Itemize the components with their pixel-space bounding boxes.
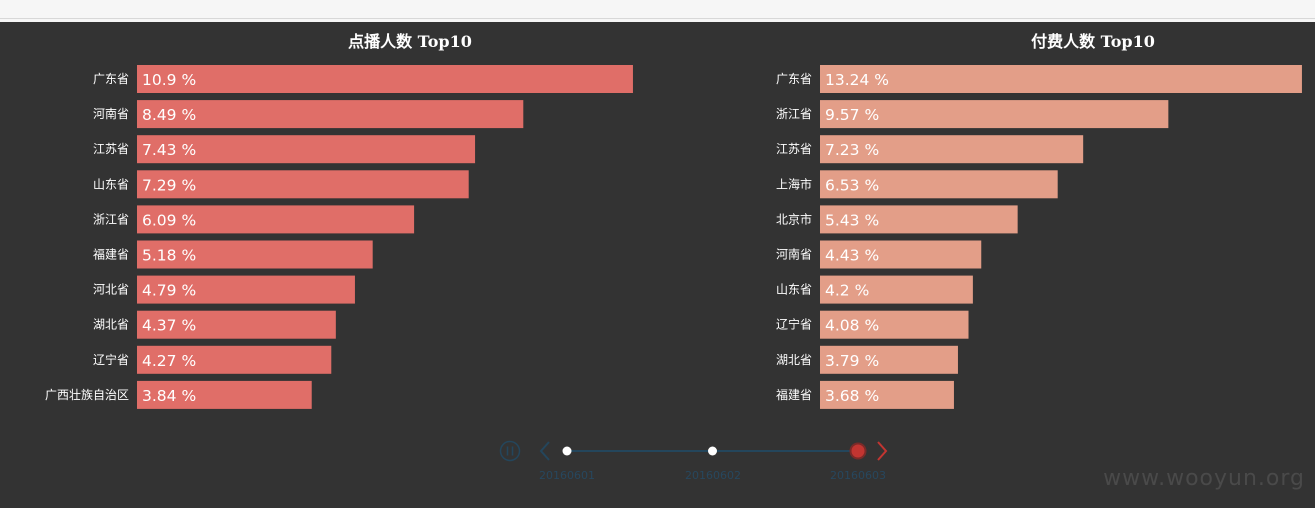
timeline-date-2[interactable]: 20160602 bbox=[685, 469, 741, 482]
plays-category-label: 广东省 bbox=[93, 72, 129, 86]
plays-bar-group[interactable]: 广西壮族自治区 3.84 % bbox=[45, 380, 312, 409]
paid-bar-group[interactable]: 江苏省 7.23 % bbox=[776, 135, 1084, 164]
browser-top-strip bbox=[0, 0, 1315, 19]
plays-bar[interactable] bbox=[137, 240, 373, 269]
plays-bar-group[interactable]: 河南省 8.49 % bbox=[93, 100, 524, 129]
plays-bar[interactable] bbox=[137, 275, 355, 304]
plays-category-label: 湖北省 bbox=[93, 317, 129, 332]
paid-value-label: 4.43 % bbox=[825, 247, 879, 265]
paid-bar-group[interactable]: 北京市 5.43 % bbox=[776, 205, 1018, 234]
plays-bar-group[interactable]: 河北省 4.79 % bbox=[93, 275, 355, 304]
paid-category-label: 北京市 bbox=[776, 211, 812, 226]
plays-bar-chart: 广东省 10.9 % 河南省 8.49 % 江苏省 7.43 % 山东省 7.29 % 浙江省 6… bbox=[45, 65, 633, 409]
plays-category-label: 浙江省 bbox=[93, 212, 129, 226]
plays-value-label: 3.84 % bbox=[142, 387, 196, 405]
plays-bar-group[interactable]: 浙江省 6.09 % bbox=[93, 205, 415, 234]
plays-value-label: 5.18 % bbox=[142, 247, 196, 265]
plays-category-label: 江苏省 bbox=[93, 142, 129, 156]
paid-bar-group[interactable]: 辽宁省 4.08 % bbox=[776, 310, 969, 339]
timeline-point[interactable] bbox=[708, 446, 717, 456]
timeline-point[interactable] bbox=[562, 446, 572, 456]
paid-category-label: 辽宁省 bbox=[776, 317, 812, 332]
plays-category-label: 辽宁省 bbox=[93, 352, 129, 367]
chevron-right-icon[interactable] bbox=[877, 441, 888, 461]
paid-category-label: 江苏省 bbox=[776, 142, 812, 156]
plays-bar[interactable] bbox=[137, 135, 476, 164]
paid-value-label: 6.53 % bbox=[825, 176, 879, 194]
paid-value-label: 5.43 % bbox=[825, 211, 879, 229]
plays-bar-group[interactable]: 福建省 5.18 % bbox=[93, 240, 373, 269]
plays-category-label: 福建省 bbox=[93, 247, 129, 262]
plays-bar-group[interactable]: 山东省 7.29 % bbox=[93, 170, 469, 199]
plays-value-label: 8.49 % bbox=[142, 106, 196, 124]
timeline-control: 20160601 20160602 20160603 bbox=[0, 22, 1315, 508]
plays-category-label: 河北省 bbox=[93, 283, 129, 297]
paid-bar-chart: 广东省 13.24 % 浙江省 9.57 % 江苏省 7.23 % 上海市 6.53 % 北京市… bbox=[776, 65, 1302, 409]
plays-value-label: 10.9 % bbox=[142, 71, 196, 89]
plays-category-label: 山东省 bbox=[93, 177, 129, 191]
timeline-current-point[interactable] bbox=[849, 442, 867, 460]
paid-bar[interactable] bbox=[820, 100, 1169, 129]
paid-value-label: 3.79 % bbox=[825, 352, 879, 370]
plays-category-label: 广西壮族自治区 bbox=[45, 388, 129, 402]
paid-value-label: 9.57 % bbox=[825, 106, 879, 124]
plays-value-label: 4.37 % bbox=[142, 317, 196, 335]
paid-bar[interactable] bbox=[820, 65, 1302, 93]
plays-bar[interactable] bbox=[137, 310, 336, 339]
paid-bar-group[interactable]: 河南省 4.43 % bbox=[776, 240, 982, 269]
plays-bar-group[interactable]: 广东省 10.9 % bbox=[93, 65, 633, 93]
plays-value-label: 6.09 % bbox=[142, 211, 196, 229]
plays-bar[interactable] bbox=[137, 65, 633, 93]
paid-category-label: 福建省 bbox=[776, 387, 812, 402]
plays-value-label: 7.43 % bbox=[142, 141, 196, 159]
plays-bar[interactable] bbox=[137, 100, 524, 129]
paid-category-label: 广东省 bbox=[776, 72, 812, 86]
paid-bar[interactable] bbox=[820, 380, 954, 409]
paid-value-label: 4.2 % bbox=[825, 282, 869, 300]
paid-bar-group[interactable]: 湖北省 3.79 % bbox=[776, 345, 958, 374]
chart-title-paid: 付费人数 Top10 bbox=[1031, 32, 1155, 51]
paid-bar-group[interactable]: 福建省 3.68 % bbox=[776, 380, 954, 409]
paid-bar[interactable] bbox=[820, 205, 1018, 234]
plays-category-label: 河南省 bbox=[93, 106, 129, 121]
paid-category-label: 上海市 bbox=[776, 176, 812, 191]
chevron-left-icon[interactable] bbox=[539, 441, 550, 461]
paid-bar[interactable] bbox=[820, 310, 969, 339]
timeline-date-1[interactable]: 20160601 bbox=[539, 469, 595, 482]
paid-bar[interactable] bbox=[820, 170, 1058, 199]
timeline-graphics bbox=[499, 440, 888, 462]
paid-bar[interactable] bbox=[820, 240, 982, 269]
paid-category-label: 浙江省 bbox=[776, 107, 812, 121]
pause-icon[interactable] bbox=[499, 440, 521, 462]
plays-bar[interactable] bbox=[137, 380, 312, 409]
paid-category-label: 河南省 bbox=[776, 247, 812, 262]
paid-value-label: 7.23 % bbox=[825, 141, 879, 159]
plays-value-label: 7.29 % bbox=[142, 176, 196, 194]
paid-bar[interactable] bbox=[820, 275, 973, 304]
plays-bar-group[interactable]: 湖北省 4.37 % bbox=[93, 310, 336, 339]
paid-bar-group[interactable]: 上海市 6.53 % bbox=[776, 170, 1058, 199]
paid-category-label: 山东省 bbox=[776, 283, 812, 297]
plays-bar-group[interactable]: 江苏省 7.43 % bbox=[93, 135, 476, 164]
paid-value-label: 13.24 % bbox=[825, 71, 889, 89]
paid-bar[interactable] bbox=[820, 345, 958, 374]
plays-bar[interactable] bbox=[137, 170, 469, 199]
watermark-text: www.wooyun.org bbox=[1103, 466, 1305, 491]
paid-bar-group[interactable]: 广东省 13.24 % bbox=[776, 65, 1302, 93]
paid-value-label: 4.08 % bbox=[825, 317, 879, 335]
plays-bar[interactable] bbox=[137, 205, 415, 234]
chart-title-plays: 点播人数 Top10 bbox=[348, 32, 472, 51]
dashboard-stage: 点播人数 Top10 付费人数 Top10 广东省 10.9 % 河南省 8.49 %… bbox=[0, 22, 1315, 508]
paid-category-label: 湖北省 bbox=[776, 352, 812, 367]
plays-bar-group[interactable]: 辽宁省 4.27 % bbox=[93, 345, 332, 374]
paid-bar-group[interactable]: 山东省 4.2 % bbox=[776, 275, 973, 304]
plays-bar[interactable] bbox=[137, 345, 332, 374]
paid-value-label: 3.68 % bbox=[825, 387, 879, 405]
paid-bar[interactable] bbox=[820, 135, 1084, 164]
plays-value-label: 4.27 % bbox=[142, 352, 196, 370]
paid-bar-group[interactable]: 浙江省 9.57 % bbox=[776, 100, 1169, 129]
plays-value-label: 4.79 % bbox=[142, 282, 196, 300]
timeline-date-3[interactable]: 20160603 bbox=[830, 469, 886, 482]
